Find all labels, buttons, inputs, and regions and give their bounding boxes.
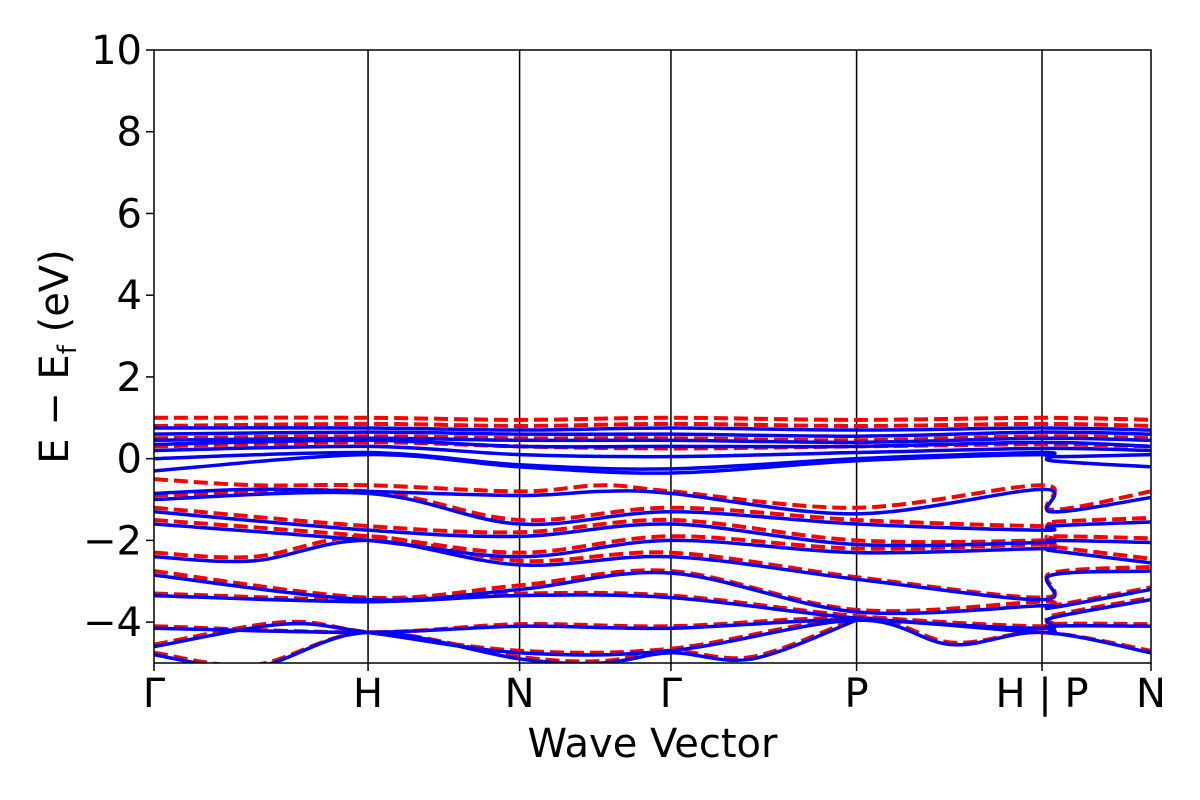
x-tick-label: H | P <box>995 671 1088 717</box>
x-tick-label: N <box>505 671 535 717</box>
band-line <box>154 444 1151 459</box>
band-line <box>154 534 1151 600</box>
band-line <box>154 538 1151 602</box>
band-line <box>154 426 1151 432</box>
band-line <box>154 490 1151 532</box>
y-tick-label: 0 <box>117 437 142 483</box>
x-tick-label: N <box>1136 671 1166 717</box>
band-line <box>154 487 1151 516</box>
y-tick-label: 10 <box>91 28 142 74</box>
band-line <box>154 438 1151 449</box>
band-line <box>154 440 1151 451</box>
band-line <box>154 568 1151 614</box>
band-line <box>154 618 858 663</box>
band-line <box>154 570 1151 616</box>
band-line <box>154 510 1151 548</box>
y-tick-label: 2 <box>117 355 142 401</box>
x-tick-label: Γ <box>143 671 166 717</box>
y-tick-label: −4 <box>83 600 142 646</box>
band-line <box>154 517 1151 561</box>
band-line <box>154 434 1151 443</box>
y-tick-label: 4 <box>117 273 142 319</box>
x-axis-ticks: Γ H N Γ P H | P N <box>143 663 1166 717</box>
kpoint-separators <box>367 50 1043 663</box>
band-line <box>154 618 1151 657</box>
y-tick-label: 8 <box>117 110 142 156</box>
band-line <box>154 488 1151 529</box>
y-axis-label: E − Ef (eV) <box>32 249 83 464</box>
x-tick-label: Γ <box>660 671 683 717</box>
band-lines <box>154 415 1151 663</box>
x-axis-label: Wave Vector <box>528 721 779 767</box>
y-axis-ticks: 10 8 6 4 2 0 −2 −4 <box>83 28 154 646</box>
band-line <box>154 452 1151 475</box>
band-line <box>154 430 1151 438</box>
band-line <box>154 415 1151 422</box>
band-line <box>154 505 1151 545</box>
plot-frame <box>153 49 1152 664</box>
spin-up-bands <box>154 426 1151 663</box>
x-tick-label: P <box>845 671 869 717</box>
band-line <box>154 436 1151 445</box>
band-line <box>154 421 1151 428</box>
y-tick-label: −2 <box>83 518 142 564</box>
x-tick-label: H <box>353 671 383 717</box>
band-line <box>154 593 1151 631</box>
y-tick-label: 6 <box>117 191 142 237</box>
